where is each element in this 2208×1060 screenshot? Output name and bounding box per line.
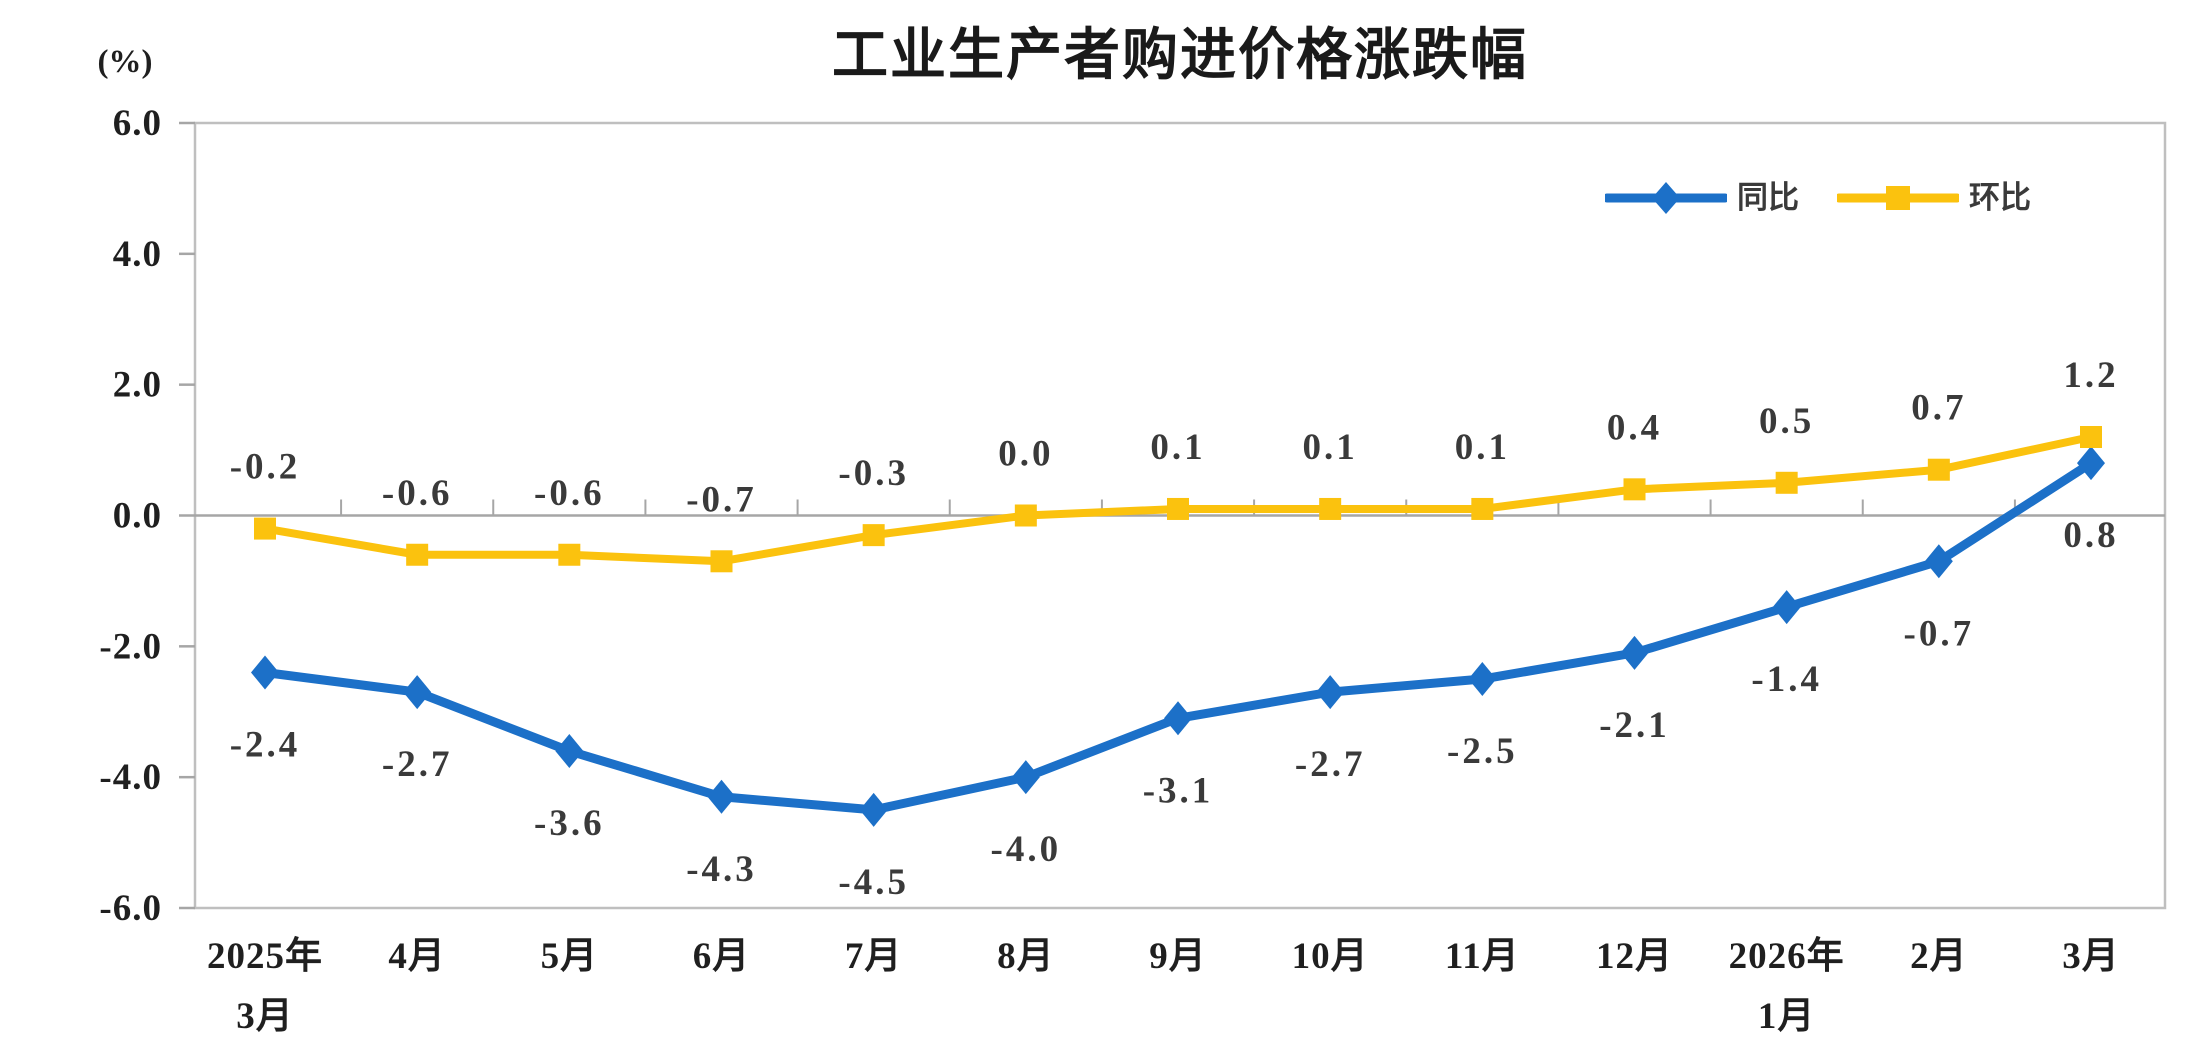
- yoy-diamond-marker: [1164, 701, 1192, 736]
- yoy-line-diamond-marker-icon: [1605, 182, 1727, 214]
- x-axis-label: 3月: [2062, 936, 2120, 977]
- mom-data-label: 0.1: [1303, 427, 1358, 468]
- mom-data-label: 0.1: [1150, 427, 1205, 468]
- yoy-diamond-marker: [1316, 675, 1345, 710]
- mom-square-marker: [1927, 458, 1950, 481]
- yoy-data-label: -2.4: [230, 725, 301, 766]
- x-axis-label: 7月: [845, 936, 903, 977]
- mom-data-label: 0.1: [1455, 427, 1510, 468]
- yoy-data-label: -2.1: [1599, 705, 1670, 746]
- mom-data-label: -0.2: [230, 447, 301, 488]
- mom-square-marker: [862, 524, 885, 547]
- yoy-data-label: -1.4: [1751, 659, 1822, 700]
- x-axis-label: 2月: [1910, 936, 1968, 977]
- y-axis-tick-label: 6.0: [113, 103, 162, 144]
- mom-square-marker: [1014, 504, 1037, 527]
- yoy-data-label: -2.7: [1295, 744, 1366, 785]
- x-axis-label: 12月: [1596, 936, 1673, 977]
- legend-square-marker-icon: [1886, 186, 1910, 210]
- x-axis-label: 9月: [1149, 936, 1207, 977]
- mom-data-label: -0.3: [838, 453, 909, 494]
- mom-data-label: 0.4: [1607, 407, 1662, 448]
- y-axis-tick-label: 0.0: [113, 496, 162, 537]
- x-axis-label: 6月: [693, 936, 751, 977]
- y-axis-tick-label: -2.0: [99, 626, 162, 667]
- x-axis-label: 2025年: [207, 935, 323, 977]
- x-axis-label: 10月: [1292, 936, 1369, 977]
- yoy-diamond-marker: [555, 734, 584, 768]
- x-axis-label: 11月: [1445, 936, 1520, 977]
- mom-square-marker: [1319, 497, 1342, 520]
- legend-item-mom: 环比: [1837, 178, 2031, 218]
- mom-data-label: 0.7: [1911, 388, 1966, 429]
- y-axis-tick-label: 2.0: [113, 365, 162, 406]
- yoy-data-label: -4.0: [991, 829, 1062, 870]
- yoy-data-label: -0.7: [1904, 613, 1975, 654]
- mom-square-marker: [558, 543, 581, 566]
- x-axis-label: 4月: [388, 936, 446, 977]
- yoy-diamond-marker: [1772, 590, 1801, 625]
- y-axis-tick-label: -4.0: [99, 757, 162, 798]
- yoy-data-label: -3.1: [1143, 770, 1214, 811]
- mom-data-label: -0.6: [382, 473, 453, 514]
- yoy-data-label: -4.3: [686, 849, 757, 890]
- yoy-data-label: -2.5: [1447, 731, 1518, 772]
- legend: 同比 环比: [1605, 178, 2031, 218]
- mom-square-marker: [1471, 497, 1494, 520]
- x-axis-label: 8月: [997, 936, 1055, 977]
- yoy-diamond-marker: [1468, 662, 1497, 697]
- mom-line-square-marker-icon: [1837, 186, 1959, 210]
- y-axis-tick-label: 4.0: [113, 234, 162, 275]
- chart-title: 工业生产者购进价格涨跌幅: [832, 23, 1528, 86]
- y-axis-tick-label: -6.0: [99, 888, 162, 929]
- yoy-diamond-marker: [403, 675, 432, 710]
- legend-diamond-marker-icon: [1652, 182, 1680, 214]
- mom-data-label: -0.7: [686, 479, 757, 520]
- legend-label-mom: 环比: [1969, 180, 2031, 215]
- mom-square-marker: [1167, 497, 1189, 520]
- yoy-data-label: 0.8: [2063, 515, 2118, 556]
- legend-label-yoy: 同比: [1737, 180, 1799, 215]
- yoy-data-label: -2.7: [382, 744, 453, 785]
- yoy-diamond-marker: [1924, 544, 1953, 579]
- yoy-diamond-marker: [251, 655, 279, 690]
- mom-square-marker: [406, 543, 429, 566]
- mom-square-marker: [254, 517, 276, 540]
- yoy-diamond-marker: [1011, 760, 1040, 795]
- mom-square-marker: [710, 550, 733, 573]
- x-axis-label-line2: 3月: [236, 996, 294, 1037]
- mom-square-marker: [1775, 471, 1798, 494]
- yoy-data-label: -3.6: [534, 803, 605, 844]
- yoy-diamond-marker: [707, 779, 736, 814]
- yoy-diamond-marker: [859, 792, 888, 827]
- legend-item-yoy: 同比: [1605, 178, 1799, 218]
- y-axis-unit-label: (%): [97, 44, 153, 80]
- x-axis-label: 2026年: [1729, 935, 1845, 977]
- mom-square-marker: [1623, 478, 1646, 501]
- yoy-data-label: -4.5: [838, 862, 909, 903]
- mom-data-label: 1.2: [2063, 355, 2118, 396]
- yoy-diamond-marker: [2077, 446, 2105, 481]
- mom-data-label: -0.6: [534, 473, 605, 514]
- x-axis-label-line2: 1月: [1758, 996, 1816, 1037]
- mom-square-marker: [2080, 426, 2102, 448]
- mom-data-label: 0.0: [998, 434, 1053, 475]
- yoy-diamond-marker: [1620, 635, 1649, 670]
- x-axis-label: 5月: [541, 936, 599, 977]
- mom-data-label: 0.5: [1759, 401, 1814, 442]
